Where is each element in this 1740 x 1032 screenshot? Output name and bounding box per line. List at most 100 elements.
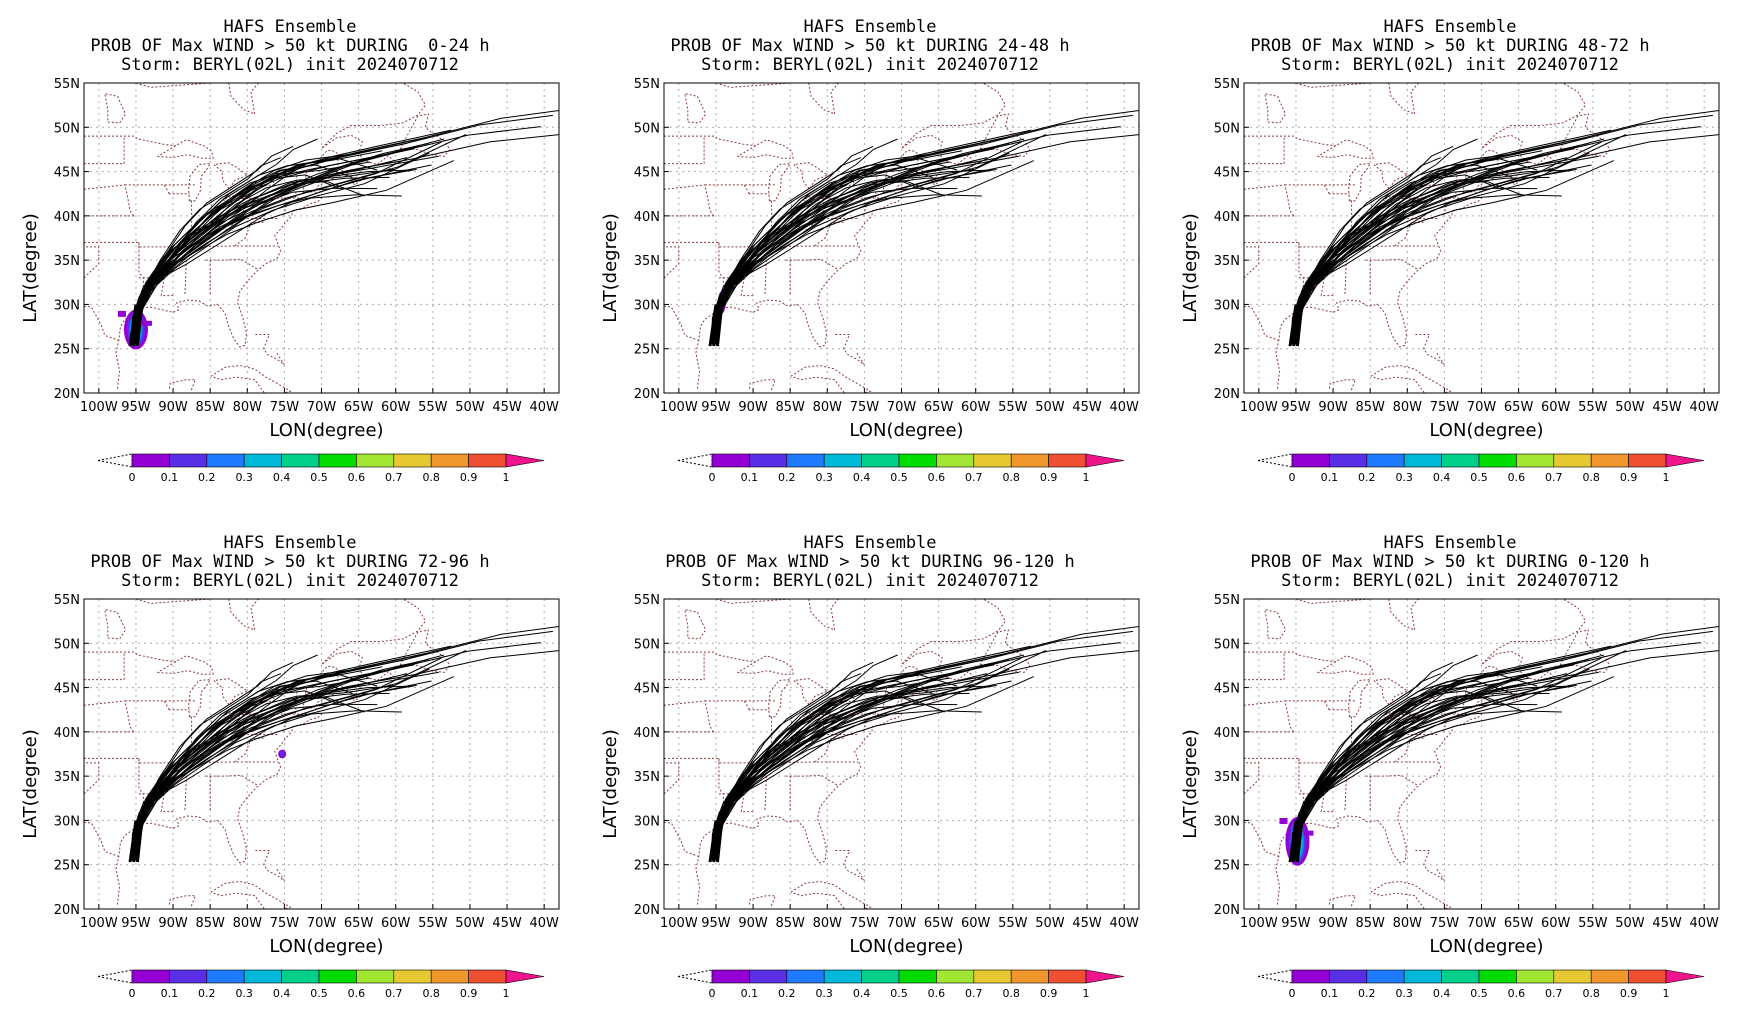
coastline: [695, 83, 1006, 389]
track-line: [1293, 685, 1575, 861]
coastline: [115, 599, 426, 905]
colorbar-swatch: [1366, 453, 1405, 468]
x-tick-label: 40W: [529, 916, 559, 931]
map-svg: 100W 95W 90W 85W 80W 75W 70W 65W 60W 55W 50W 45W 40W…: [600, 77, 1140, 484]
y-tick-label: 50N: [634, 637, 660, 652]
colorbar-label: 0: [129, 987, 136, 1000]
coastline: [785, 774, 839, 787]
probability-field: [278, 749, 287, 759]
y-tick-label: 25N: [1214, 859, 1240, 874]
colorbar-swatch: [1048, 453, 1087, 468]
coastline: [790, 364, 872, 393]
probability-contour: [280, 751, 285, 757]
x-tick-label: 60W: [381, 916, 411, 931]
track-line: [131, 150, 405, 345]
y-tick-label: 30N: [1214, 814, 1240, 829]
colorbar-over-arrow: [1665, 969, 1705, 984]
colorbar-label: 1: [503, 471, 510, 484]
coastline: [808, 83, 839, 115]
map-svg: 100W 95W 90W 85W 80W 75W 70W 65W 60W 55W 50W 45W 40W…: [1180, 77, 1720, 484]
x-tick-label: 50W: [1615, 400, 1645, 415]
track-line: [1295, 688, 1439, 861]
ticks: [1244, 598, 1705, 910]
track-line: [714, 109, 1139, 345]
track-start-cluster: [708, 820, 724, 863]
colorbar-swatch: [1366, 969, 1405, 984]
ticks: [84, 82, 545, 394]
probability-contour: [1303, 830, 1314, 836]
colorbar-label: 0.9: [1040, 471, 1058, 484]
y-tick-label: 45N: [634, 682, 660, 697]
x-tick-label: 90W: [158, 400, 188, 415]
colorbar-label: 1: [1083, 987, 1090, 1000]
colorbar-label: 0: [709, 471, 716, 484]
x-tick-label: 80W: [813, 916, 843, 931]
grid-lines: [664, 598, 1139, 910]
coastline: [808, 599, 839, 631]
track-line: [1291, 142, 1590, 345]
ensemble-tracks: [128, 625, 559, 863]
y-tick-label: 45N: [54, 682, 80, 697]
colorbar-swatch: [1048, 969, 1087, 984]
y-tick-label: 20N: [1214, 387, 1240, 402]
y-tick-label: 25N: [1214, 343, 1240, 358]
colorbar-label: 0.7: [385, 987, 403, 1000]
colorbar-swatch: [711, 969, 750, 984]
grid-lines: [664, 82, 1139, 394]
colorbar-swatch: [749, 969, 788, 984]
x-tick-label: 45W: [492, 400, 522, 415]
coastline: [684, 608, 707, 640]
colorbar-label: 0.7: [965, 471, 983, 484]
track-line: [1292, 661, 1454, 861]
x-tick-label: 75W: [270, 916, 300, 931]
x-tick-label: 55W: [418, 400, 448, 415]
colorbar-swatch: [786, 453, 825, 468]
x-tick-label: 40W: [1109, 916, 1139, 931]
track-start-cluster: [128, 304, 144, 347]
x-tick-label: 95W: [701, 400, 731, 415]
colorbar-label: 0.8: [1002, 987, 1020, 1000]
y-tick-label: 40N: [1214, 210, 1240, 225]
colorbar-under-arrow: [677, 969, 713, 984]
ensemble-tracks: [1288, 109, 1719, 347]
coastline: [1415, 850, 1445, 882]
y-tick-label: 55N: [634, 593, 660, 608]
coastline: [768, 163, 792, 202]
x-tick-label: 100W: [80, 916, 118, 931]
coastline: [1317, 655, 1374, 675]
coastline: [1284, 700, 1295, 733]
colorbar-label: 0.9: [460, 987, 478, 1000]
colorbar-label: 0.6: [348, 471, 366, 484]
x-tick-label: 80W: [1393, 400, 1423, 415]
coastline: [1323, 700, 1330, 710]
coastline: [1365, 774, 1419, 787]
grid-lines: [84, 82, 559, 394]
y-tick-label: 35N: [1214, 770, 1240, 785]
colorbar-swatch: [243, 969, 282, 984]
colorbar-label: 0.7: [1545, 987, 1563, 1000]
coastline: [1388, 599, 1419, 631]
x-tick-label: 75W: [850, 400, 880, 415]
x-tick-label: 40W: [1689, 916, 1719, 931]
title-probability: PROB OF Max WIND > 50 kt DURING 48-72 h: [1250, 36, 1650, 56]
plot-frame: [1243, 598, 1720, 910]
x-tick-label: 85W: [195, 916, 225, 931]
y-tick-label: 55N: [54, 77, 80, 92]
x-tick-label: 65W: [1504, 916, 1534, 931]
colorbar: 0 0.1 0.2 0.3 0.4 0.5 0.6 0.7 0.8 0.9 1: [677, 453, 1125, 484]
coastlines: [1244, 83, 1611, 393]
grid-lines: [1244, 598, 1719, 910]
colorbar-swatch: [131, 969, 170, 984]
coastline: [84, 757, 177, 764]
x-tick-label: 65W: [1504, 400, 1534, 415]
coastline: [1275, 83, 1586, 389]
y-tick-label: 25N: [634, 343, 660, 358]
x-tick-label: 70W: [887, 400, 917, 415]
ticks: [1244, 82, 1705, 394]
x-tick-label: 70W: [1467, 916, 1497, 931]
colorbar-swatch: [356, 453, 395, 468]
colorbar-swatch: [1553, 453, 1592, 468]
colorbar-under-arrow: [97, 453, 133, 468]
coastline: [1365, 258, 1419, 271]
track-line: [1294, 625, 1719, 861]
